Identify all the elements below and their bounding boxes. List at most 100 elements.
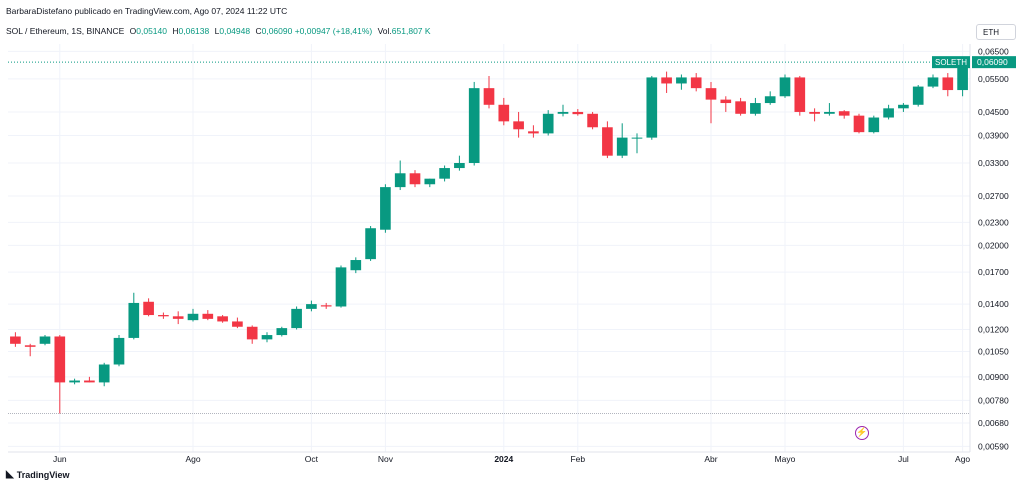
- candle-body: [113, 337, 125, 365]
- candle-body: [24, 345, 36, 347]
- candle-body: [764, 96, 776, 104]
- y-tick-label: 0,00590: [978, 441, 1009, 451]
- candle-body: [602, 127, 613, 156]
- candle-body: [454, 162, 465, 169]
- candle-body: [69, 380, 80, 383]
- candle-body: [898, 104, 909, 109]
- x-tick-label: Oct: [305, 454, 319, 464]
- y-tick-label: 0,02000: [978, 240, 1009, 250]
- y-tick-label: 0,01200: [978, 324, 1009, 334]
- candle-body: [468, 88, 480, 163]
- publisher-header: BarbaraDistefano publicado en TradingVie…: [6, 6, 288, 16]
- candle-body: [690, 77, 702, 89]
- high-label: H: [172, 26, 179, 36]
- close-value: 0,06090: [261, 26, 293, 36]
- candle-body: [883, 108, 894, 118]
- x-tick-label: Jul: [898, 454, 909, 464]
- open-value: 0,05140: [136, 26, 167, 36]
- candle-body: [276, 328, 288, 336]
- candle-body: [616, 137, 628, 156]
- currency-button[interactable]: ETH: [976, 24, 1016, 40]
- candle-body: [187, 313, 199, 321]
- candle-body: [646, 77, 658, 138]
- candle-body: [306, 304, 317, 309]
- y-tick-label: 0,00900: [978, 372, 1009, 382]
- close-label: C: [255, 26, 262, 36]
- y-tick-label: 0,05500: [978, 74, 1009, 84]
- candle-body: [54, 336, 66, 383]
- candle-body: [779, 77, 791, 97]
- x-tick-label: Ago: [185, 454, 200, 464]
- candle-body: [394, 173, 406, 188]
- candle-body: [587, 113, 598, 128]
- candle-body: [202, 313, 214, 319]
- y-tick-label: 0,01700: [978, 267, 1009, 277]
- candle-body: [528, 131, 539, 134]
- candle-body: [483, 88, 495, 105]
- candle-body: [291, 308, 302, 329]
- tradingview-logo-icon: ◣: [6, 469, 14, 480]
- candle-body: [172, 316, 184, 319]
- symbol-legend: SOL / Ethereum, 1S, BINANCE O0,05140 H0,…: [6, 26, 431, 36]
- candle-body: [261, 335, 273, 340]
- low-value: 0,04948: [219, 26, 251, 36]
- candle-body: [720, 99, 732, 104]
- y-tick-label: 0,00780: [978, 395, 1009, 405]
- footer-brand: TradingView: [16, 469, 70, 480]
- last-price-tag: [972, 56, 1016, 69]
- open-label: O: [129, 26, 137, 36]
- x-tick-label: Jun: [53, 454, 67, 464]
- candle-body: [957, 62, 968, 91]
- candle-body: [824, 111, 835, 114]
- y-tick-label: 0,02700: [978, 191, 1009, 201]
- high-value: 0,06138: [178, 26, 210, 36]
- candle-body: [794, 77, 806, 112]
- candle-body: [513, 121, 524, 130]
- low-label: L: [214, 26, 220, 36]
- y-tick-label: 0,03300: [978, 158, 1009, 168]
- x-tick-label: Abr: [704, 454, 717, 464]
- last-price-symbol-tag: [932, 56, 970, 69]
- candle-body: [350, 260, 362, 271]
- candle-body: [98, 364, 110, 383]
- lightning-bolt-icon[interactable]: ⚡: [855, 426, 869, 440]
- candle-body: [409, 173, 421, 185]
- candle-body: [380, 187, 391, 230]
- candle-body: [84, 380, 95, 383]
- candle-body: [39, 336, 51, 344]
- x-tick-label: Feb: [570, 454, 585, 464]
- candle-body: [128, 302, 140, 338]
- candle-body: [217, 316, 228, 322]
- change-value: +0,00947 (+18,41%): [294, 26, 373, 36]
- candle-body: [809, 111, 820, 114]
- y-tick-label: 0,01400: [978, 299, 1009, 309]
- candle-body: [750, 103, 761, 114]
- candle-body: [557, 111, 569, 114]
- volume-label: Vol.: [377, 26, 392, 36]
- candle-body: [572, 111, 584, 115]
- symbol-name[interactable]: SOL / Ethereum, 1S, BINANCE: [6, 26, 125, 36]
- y-tick-label: 0,02300: [978, 217, 1009, 227]
- candle-body: [365, 228, 376, 260]
- candle-body: [320, 305, 332, 307]
- candle-body: [868, 117, 880, 133]
- candle-body: [661, 77, 672, 84]
- candle-body: [735, 101, 746, 114]
- candle-body: [838, 111, 850, 116]
- candle-body: [853, 115, 865, 133]
- candle-body: [335, 267, 347, 307]
- y-tick-label: 0,00680: [978, 418, 1009, 428]
- candle-body: [942, 77, 954, 91]
- candle-body: [158, 315, 169, 317]
- candle-body: [143, 301, 154, 316]
- x-tick-label: Ago: [955, 454, 970, 464]
- candle-body: [10, 336, 21, 344]
- x-tick-label: 2024: [494, 454, 513, 464]
- candle-body: [498, 104, 510, 122]
- y-tick-label: 0,04500: [978, 107, 1009, 117]
- candle-body: [232, 321, 243, 327]
- candle-body: [246, 326, 258, 340]
- candle-body: [927, 77, 939, 87]
- tradingview-footer: ◣ TradingView: [6, 469, 70, 480]
